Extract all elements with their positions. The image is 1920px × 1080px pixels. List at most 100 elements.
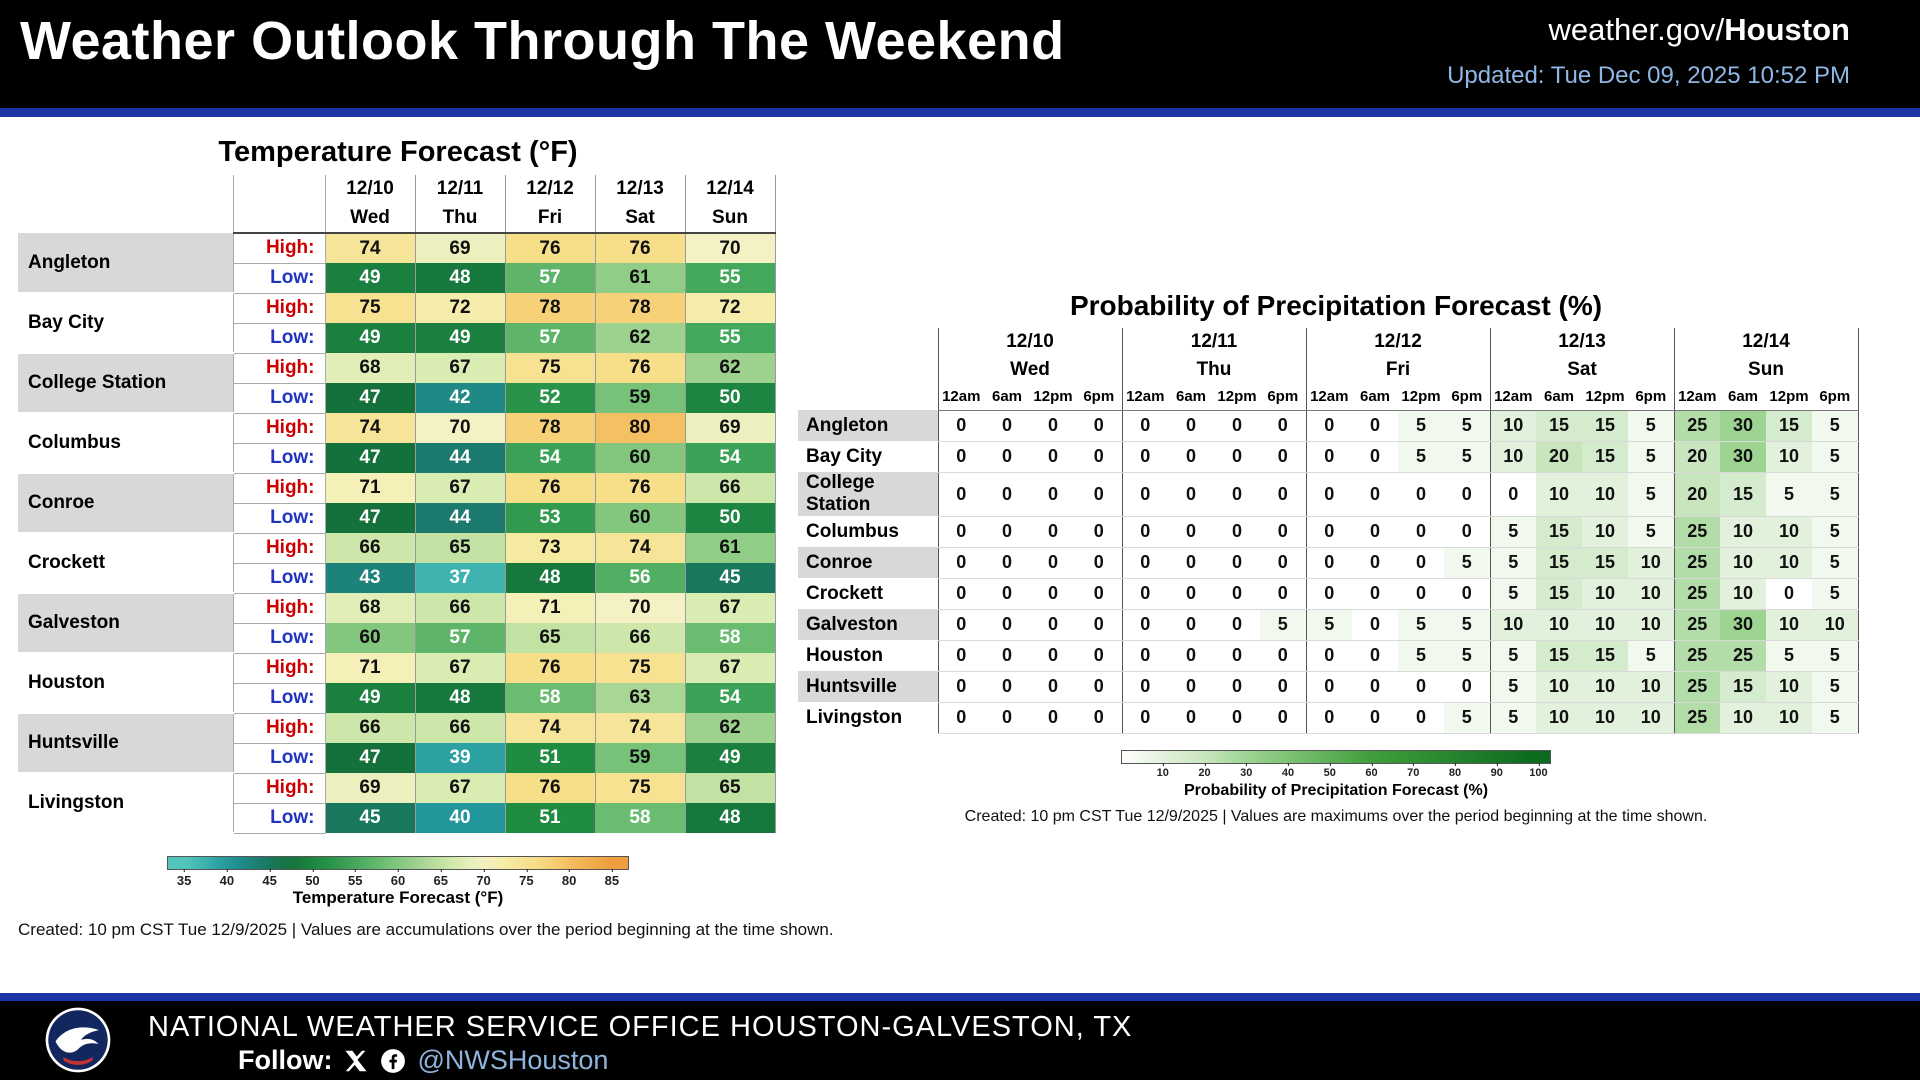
scale-tick: 70 bbox=[1407, 762, 1420, 779]
pop-value-cell: 5 bbox=[1812, 701, 1859, 734]
low-label: Low: bbox=[232, 802, 326, 834]
high-label: High: bbox=[232, 712, 326, 744]
pop-value-cell: 10 bbox=[1489, 409, 1536, 442]
pop-value-cell: 5 bbox=[1489, 670, 1536, 703]
pop-value-cell: 15 bbox=[1582, 546, 1628, 579]
temperature-scale-label: Temperature Forecast (°F) bbox=[292, 888, 504, 907]
temp-city-label: Houston bbox=[18, 653, 233, 714]
follow-row: Follow: @NWSHouston bbox=[238, 1045, 608, 1076]
scale-tick: 40 bbox=[219, 869, 235, 888]
pop-value-cell: 0 bbox=[1398, 471, 1444, 517]
pop-value-cell: 0 bbox=[984, 515, 1030, 548]
temp-low-row: Low: 47 39 51 59 49 bbox=[18, 742, 776, 774]
high-label: High: bbox=[232, 592, 326, 624]
pop-value-cell: 10 bbox=[1536, 701, 1582, 734]
temp-value-cell: 76 bbox=[504, 773, 596, 803]
high-label: High: bbox=[232, 412, 326, 444]
social-handle: @NWSHouston bbox=[417, 1045, 609, 1075]
temp-value-cell: 57 bbox=[414, 623, 506, 653]
pop-value-cell: 10 bbox=[1766, 546, 1812, 579]
pop-value-cell: 5 bbox=[1398, 440, 1444, 473]
scale-tick: 40 bbox=[1281, 762, 1295, 779]
pop-value-cell: 0 bbox=[1352, 546, 1398, 579]
scale-tick: 70 bbox=[476, 869, 491, 888]
pop-date: 12/14 bbox=[1673, 328, 1859, 356]
pop-value-cell: 0 bbox=[1168, 515, 1214, 548]
high-label: High: bbox=[232, 652, 326, 684]
pop-value-cell: 10 bbox=[1582, 471, 1628, 517]
pop-value-cell: 0 bbox=[1260, 577, 1306, 610]
temp-value-cell: 59 bbox=[594, 743, 686, 773]
temp-value-cell: 54 bbox=[504, 443, 596, 473]
facebook-icon bbox=[380, 1048, 406, 1074]
pop-value-cell: 0 bbox=[1121, 546, 1168, 579]
temperature-panel: Temperature Forecast (°F) 12/10 12/11 12/1… bbox=[18, 136, 834, 940]
pop-day: Thu bbox=[1121, 356, 1306, 384]
temp-value-cell: 69 bbox=[324, 773, 416, 803]
pop-row: Columbus 0 0 0 0 0 0 0 0 0 0 0 0 5 15 10 5 25 10 10 5 bbox=[798, 515, 1859, 548]
pop-value-cell: 10 bbox=[1582, 608, 1628, 641]
pop-value-cell: 0 bbox=[1352, 440, 1398, 473]
temp-value-cell: 75 bbox=[504, 353, 596, 383]
temp-value-cell: 50 bbox=[684, 503, 776, 533]
temp-value-cell: 76 bbox=[594, 353, 686, 383]
temperature-title: Temperature Forecast (°F) bbox=[218, 136, 578, 168]
temp-value-cell: 74 bbox=[324, 233, 416, 263]
temp-value-cell: 65 bbox=[504, 623, 596, 653]
pop-value-cell: 10 bbox=[1489, 608, 1536, 641]
pop-value-cell: 10 bbox=[1628, 608, 1674, 641]
pop-value-cell: 10 bbox=[1628, 701, 1674, 734]
temp-value-cell: 60 bbox=[594, 503, 686, 533]
pop-value-cell: 0 bbox=[1444, 577, 1490, 610]
pop-value-cell: 20 bbox=[1673, 471, 1720, 517]
pop-value-cell: 15 bbox=[1766, 409, 1812, 442]
temp-value-cell: 67 bbox=[684, 593, 776, 623]
pop-value-cell: 0 bbox=[1260, 670, 1306, 703]
pop-value-cell: 0 bbox=[1352, 608, 1398, 641]
temp-value-cell: 48 bbox=[414, 683, 506, 713]
temp-value-cell: 53 bbox=[504, 503, 596, 533]
pop-value-cell: 5 bbox=[1812, 440, 1859, 473]
pop-value-cell: 10 bbox=[1766, 701, 1812, 734]
temp-high-row: College Station High: 68 67 75 76 62 bbox=[18, 352, 776, 414]
temp-value-cell: 78 bbox=[504, 293, 596, 323]
pop-value-cell: 0 bbox=[937, 409, 984, 442]
pop-row: Crockett 0 0 0 0 0 0 0 0 0 0 0 0 5 15 10 10 25 10 0 5 bbox=[798, 577, 1859, 610]
temp-value-cell: 51 bbox=[504, 743, 596, 773]
scale-tick: 30 bbox=[1240, 762, 1253, 779]
pop-value-cell: 0 bbox=[1168, 546, 1214, 579]
temp-high-row: Angleton High: 74 69 76 76 70 bbox=[18, 232, 776, 294]
pop-value-cell: 0 bbox=[937, 471, 984, 517]
pop-value-cell: 0 bbox=[1305, 577, 1352, 610]
temp-value-cell: 44 bbox=[414, 503, 506, 533]
pop-value-cell: 25 bbox=[1720, 639, 1766, 672]
temp-value-cell: 52 bbox=[504, 383, 596, 413]
pop-table: 12/10 12/11 12/12 12/13 12/14 Wed Thu Fri Sat Sun… bbox=[798, 328, 1859, 734]
pop-city-label: Huntsville bbox=[798, 671, 938, 702]
pop-value-cell: 0 bbox=[1030, 608, 1076, 641]
pop-time: 12pm bbox=[1398, 384, 1444, 411]
pop-value-cell: 0 bbox=[1076, 701, 1122, 734]
temp-low-row: Low: 49 48 58 63 54 bbox=[18, 682, 776, 714]
high-label: High: bbox=[232, 352, 326, 384]
high-label: High: bbox=[232, 292, 326, 324]
temp-value-cell: 78 bbox=[504, 413, 596, 443]
pop-value-cell: 0 bbox=[1352, 515, 1398, 548]
low-label: Low: bbox=[232, 562, 326, 594]
low-label: Low: bbox=[232, 382, 326, 414]
temp-high-row: Galveston High: 68 66 71 70 67 bbox=[18, 592, 776, 654]
pop-time: 12am bbox=[937, 384, 984, 411]
pop-value-cell: 0 bbox=[1214, 440, 1260, 473]
pop-date: 12/12 bbox=[1305, 328, 1490, 356]
temp-value-cell: 76 bbox=[594, 473, 686, 503]
pop-value-cell: 10 bbox=[1582, 701, 1628, 734]
temp-date: 12/11 bbox=[414, 175, 506, 203]
temp-value-cell: 71 bbox=[324, 473, 416, 503]
temp-low-row: Low: 47 44 53 60 50 bbox=[18, 502, 776, 534]
temp-value-cell: 71 bbox=[324, 653, 416, 683]
pop-value-cell: 0 bbox=[1030, 471, 1076, 517]
precipitation-title: Probability of Precipitation Forecast (%… bbox=[1069, 290, 1603, 321]
pop-row: Galveston 0 0 0 0 0 0 0 5 5 0 5 5 10 10 10 10 25 30 10 10 bbox=[798, 608, 1859, 641]
pop-value-cell: 5 bbox=[1628, 639, 1674, 672]
pop-value-cell: 0 bbox=[1305, 515, 1352, 548]
